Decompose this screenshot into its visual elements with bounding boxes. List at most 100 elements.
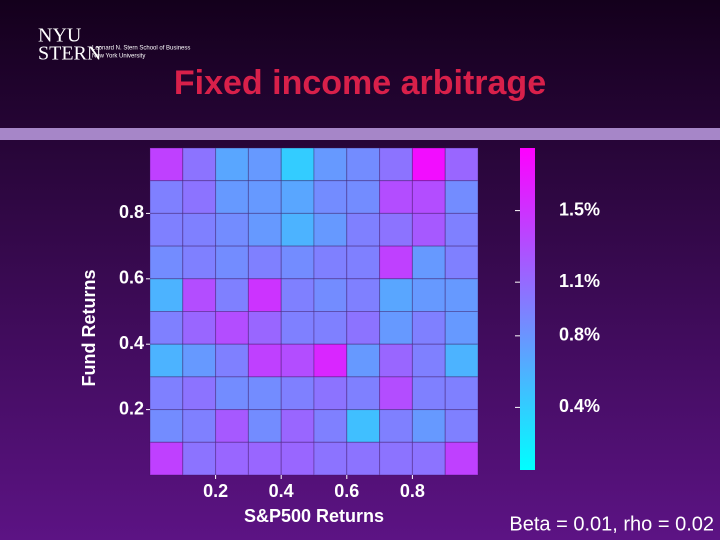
y-axis-label: Fund Returns xyxy=(79,270,99,387)
heatmap-cell xyxy=(411,180,446,214)
heatmap-cell xyxy=(346,441,381,476)
heatmap-cell xyxy=(379,343,413,378)
heatmap-cell xyxy=(379,311,413,345)
heatmap-cell xyxy=(247,441,282,476)
university-name: New York University xyxy=(92,54,145,60)
heatmap-cell xyxy=(182,245,217,280)
heatmap-cell xyxy=(379,409,413,443)
colorbar-tick-label: 1.5% xyxy=(559,199,600,219)
heatmap-cell xyxy=(444,147,479,182)
heatmap-cell xyxy=(182,441,217,476)
heatmap-cell xyxy=(280,311,315,345)
heatmap-cell xyxy=(346,180,381,214)
colorbar-tick-label: 0.8% xyxy=(559,325,600,345)
heatmap-cell xyxy=(280,278,315,312)
heatmap-cell xyxy=(149,278,184,312)
heatmap-cell xyxy=(313,343,348,378)
heatmap-cell xyxy=(149,376,184,411)
heatmap-cell xyxy=(247,245,282,280)
y-tick-label: 0.8 xyxy=(119,202,144,222)
heatmap-cell xyxy=(346,245,381,280)
heatmap-cell xyxy=(247,278,282,312)
heatmap-cell xyxy=(149,409,184,443)
heatmap-cell xyxy=(247,409,282,443)
heatmap-cell xyxy=(379,147,413,182)
heatmap-cell xyxy=(247,212,282,247)
heatmap-cell xyxy=(215,409,249,443)
heatmap-cell xyxy=(346,376,381,411)
heatmap-cell xyxy=(411,278,446,312)
heatmap-cell xyxy=(247,343,282,378)
heatmap-cell xyxy=(247,311,282,345)
heatmap-cell xyxy=(313,180,348,214)
heatmap-cell xyxy=(149,245,184,280)
heatmap-cell xyxy=(182,278,217,312)
heatmap-cell xyxy=(247,147,282,182)
heatmap-cell xyxy=(379,278,413,312)
heatmap-cell xyxy=(346,212,381,247)
heatmap-cell xyxy=(280,409,315,443)
heatmap-cell xyxy=(182,343,217,378)
x-tick-label: 0.8 xyxy=(400,481,425,501)
heatmap-cell xyxy=(313,409,348,443)
heatmap-cell xyxy=(280,441,315,476)
x-axis-label: S&P500 Returns xyxy=(244,506,384,526)
heatmap-cell xyxy=(379,376,413,411)
heatmap-cell xyxy=(313,245,348,280)
x-tick-label: 0.4 xyxy=(269,481,294,501)
heatmap-cell xyxy=(379,245,413,280)
heatmap-cell xyxy=(444,376,479,411)
heatmap-cell xyxy=(411,311,446,345)
heatmap-cell xyxy=(411,376,446,411)
heatmap-cell xyxy=(313,278,348,312)
heatmap-cell xyxy=(215,376,249,411)
heatmap-cell xyxy=(444,441,479,476)
heatmap-cell xyxy=(444,409,479,443)
x-tick-label: 0.6 xyxy=(334,481,359,501)
school-name: Leonard N. Stern School of Business xyxy=(92,46,190,52)
heatmap-cell xyxy=(215,180,249,214)
heatmap-cell xyxy=(215,311,249,345)
chart-title: Fixed income arbitrage xyxy=(174,64,546,102)
heatmap-cell xyxy=(149,147,184,182)
heatmap-cell xyxy=(313,311,348,345)
heatmap-cell xyxy=(346,147,381,182)
colorbar-tick-label: 0.4% xyxy=(559,396,600,416)
heatmap-cell xyxy=(444,180,479,214)
heatmap-cell xyxy=(215,245,249,280)
heatmap-cell xyxy=(215,212,249,247)
annotation: Beta = 0.01, rho = 0.02 xyxy=(509,513,714,535)
heatmap-cell xyxy=(411,441,446,476)
heatmap-cell xyxy=(182,212,217,247)
heatmap-cell xyxy=(444,311,479,345)
heatmap-cell xyxy=(444,278,479,312)
heatmap-cell xyxy=(149,441,184,476)
x-tick-label: 0.2 xyxy=(203,481,228,501)
heatmap-cell xyxy=(313,441,348,476)
heatmap-cell xyxy=(411,343,446,378)
heatmap-cell xyxy=(280,343,315,378)
heatmap-cell xyxy=(182,180,217,214)
heatmap-cell xyxy=(149,212,184,247)
heatmap-cell xyxy=(411,147,446,182)
heatmap-cell xyxy=(346,343,381,378)
heatmap-cell xyxy=(182,147,217,182)
heatmap-cell xyxy=(313,376,348,411)
logo-top: NYU xyxy=(38,25,82,47)
heatmap-cell xyxy=(346,409,381,443)
heatmap-cell xyxy=(444,343,479,378)
heatmap-cell xyxy=(280,376,315,411)
colorbar-tick-label: 1.1% xyxy=(559,271,600,291)
heatmap-cell xyxy=(280,180,315,214)
heatmap-cell xyxy=(346,278,381,312)
divider xyxy=(0,128,720,140)
heatmap-cell xyxy=(280,147,315,182)
y-tick-label: 0.6 xyxy=(119,268,144,288)
logo-bottom: STERN xyxy=(38,43,101,65)
heatmap-cell xyxy=(444,245,479,280)
heatmap-cell xyxy=(379,441,413,476)
heatmap-cell xyxy=(411,245,446,280)
heatmap-cell xyxy=(280,245,315,280)
heatmap-cell xyxy=(182,409,217,443)
